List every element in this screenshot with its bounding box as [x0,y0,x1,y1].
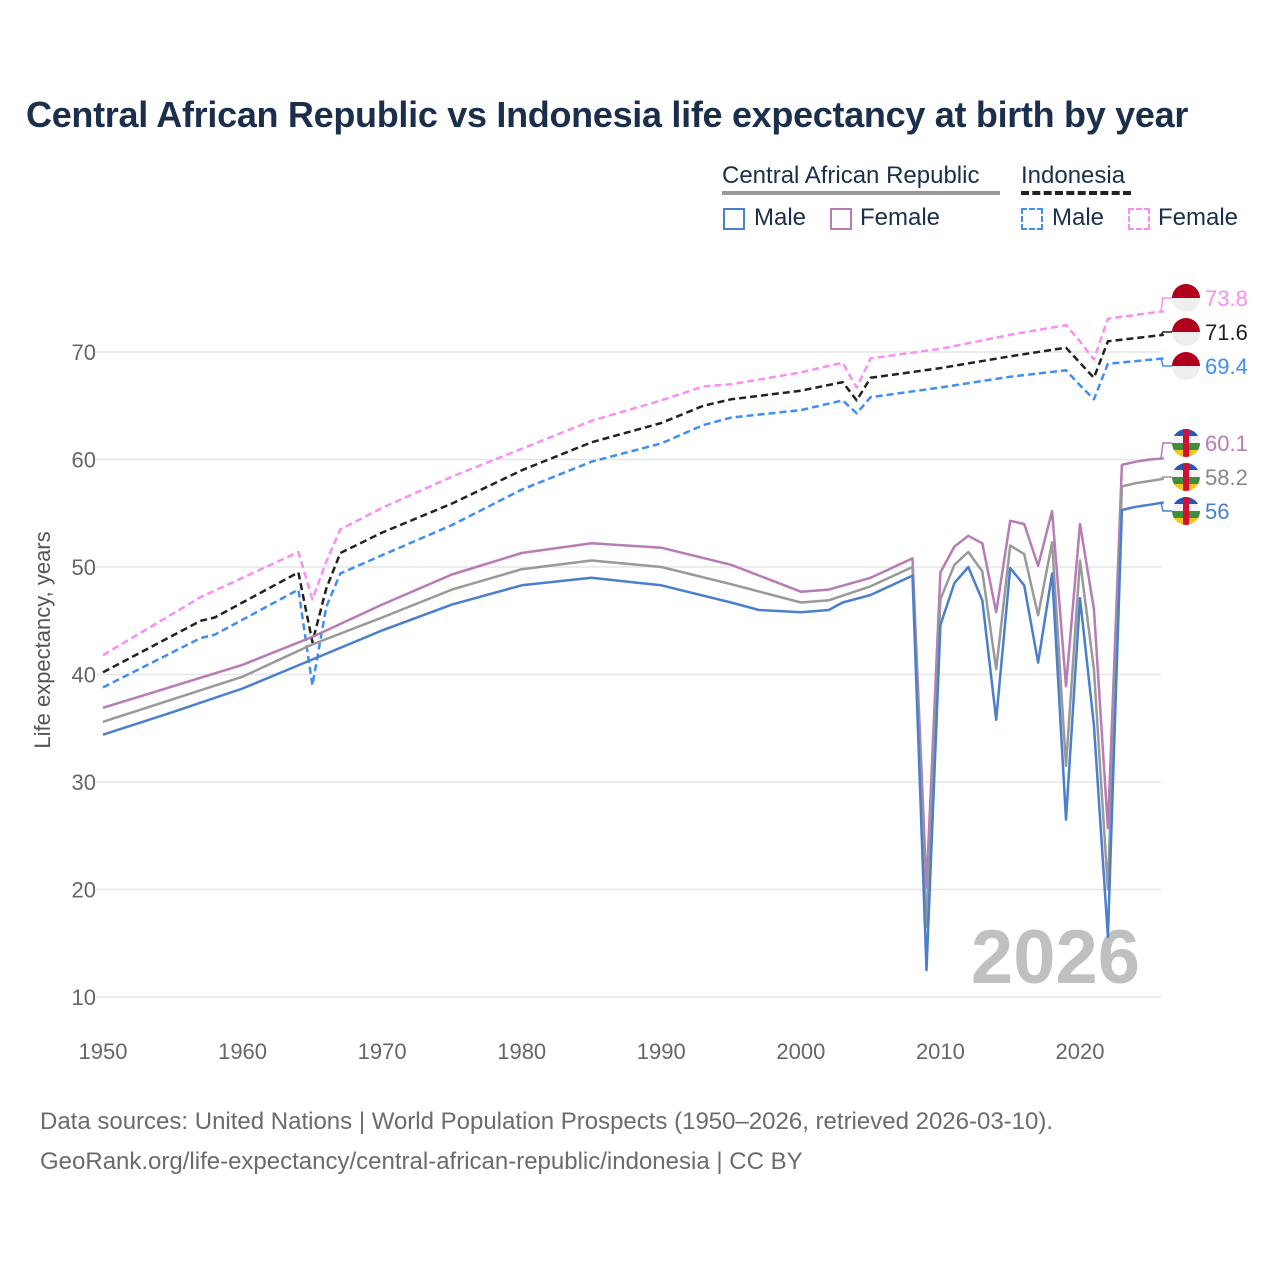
end-label-connector [1160,297,1172,312]
series-line-central-african-republic-female [102,457,1164,889]
y-axis-label: Life expectancy, years [30,531,55,748]
y-tick-label: 50 [72,555,96,580]
flag-red [1172,284,1200,298]
indonesia-flag-icon [1172,352,1200,380]
legend-swatch-car-male [723,208,745,230]
source-line-2: GeoRank.org/life-expectancy/central-afri… [40,1148,803,1175]
end-value-label: 56 [1205,499,1229,524]
end-label-connector [1159,476,1172,480]
series-line-central-african-republic-male [102,501,1164,972]
car-flag-icon [1172,463,1200,491]
flag-white [1172,366,1200,380]
legend-label-car-female: Female [860,204,941,231]
source-line-1: Data sources: United Nations | World Pop… [40,1108,1054,1135]
legend-group-indonesia: Indonesia [1021,162,1126,189]
legend-label-indonesia-male: Male [1052,204,1105,231]
year-watermark: 2026 [971,915,1140,1000]
legend-swatch-indonesia-female [1128,208,1150,230]
y-tick-label: 70 [72,340,96,365]
y-tick-label: 20 [72,878,96,903]
legend-group-car: Central African Republic [722,162,980,189]
flag-red-band [1183,497,1189,525]
end-label-connector [1160,442,1172,460]
flag-red [1172,318,1200,332]
legend-swatch-car-female [830,208,852,230]
x-tick-label: 2010 [916,1039,965,1064]
flag-red-band [1183,463,1189,491]
flag-white [1172,332,1200,346]
legend-label-indonesia-female: Female [1158,204,1239,231]
x-tick-label: 1960 [218,1039,267,1064]
end-label-connector [1160,501,1172,512]
y-tick-label: 30 [72,770,96,795]
legend-label-car-male: Male [754,204,807,231]
flag-red [1172,352,1200,366]
car-flag-icon [1172,429,1200,457]
end-value-label: 69.4 [1205,354,1248,379]
indonesia-flag-icon [1172,318,1200,346]
end-value-label: 73.8 [1205,286,1248,311]
end-label-connector [1159,331,1172,336]
x-tick-label: 2000 [776,1039,825,1064]
end-value-label: 60.1 [1205,431,1248,456]
x-tick-label: 1950 [79,1039,128,1064]
x-tick-label: 1990 [637,1039,686,1064]
end-label-connector [1160,357,1172,367]
end-value-label: 71.6 [1205,320,1248,345]
flag-red-band [1183,429,1189,457]
series-line-indonesia [102,333,1164,674]
end-value-label: 58.2 [1205,465,1248,490]
chart-title: Central African Republic vs Indonesia li… [26,94,1189,135]
x-tick-label: 1980 [497,1039,546,1064]
y-tick-label: 60 [72,448,96,473]
flag-white [1172,298,1200,312]
x-tick-label: 1970 [358,1039,407,1064]
series-line-central-african-republic [102,477,1164,929]
legend-swatch-indonesia-male [1021,208,1043,230]
series-line-indonesia-male [102,357,1164,689]
y-tick-label: 10 [72,985,96,1010]
indonesia-flag-icon [1172,284,1200,312]
y-tick-label: 40 [72,663,96,688]
legend-indonesia-line [1021,191,1131,195]
car-flag-icon [1172,497,1200,525]
legend-car-line [722,191,1000,195]
series-line-indonesia-female [102,309,1164,657]
x-tick-label: 2020 [1056,1039,1105,1064]
